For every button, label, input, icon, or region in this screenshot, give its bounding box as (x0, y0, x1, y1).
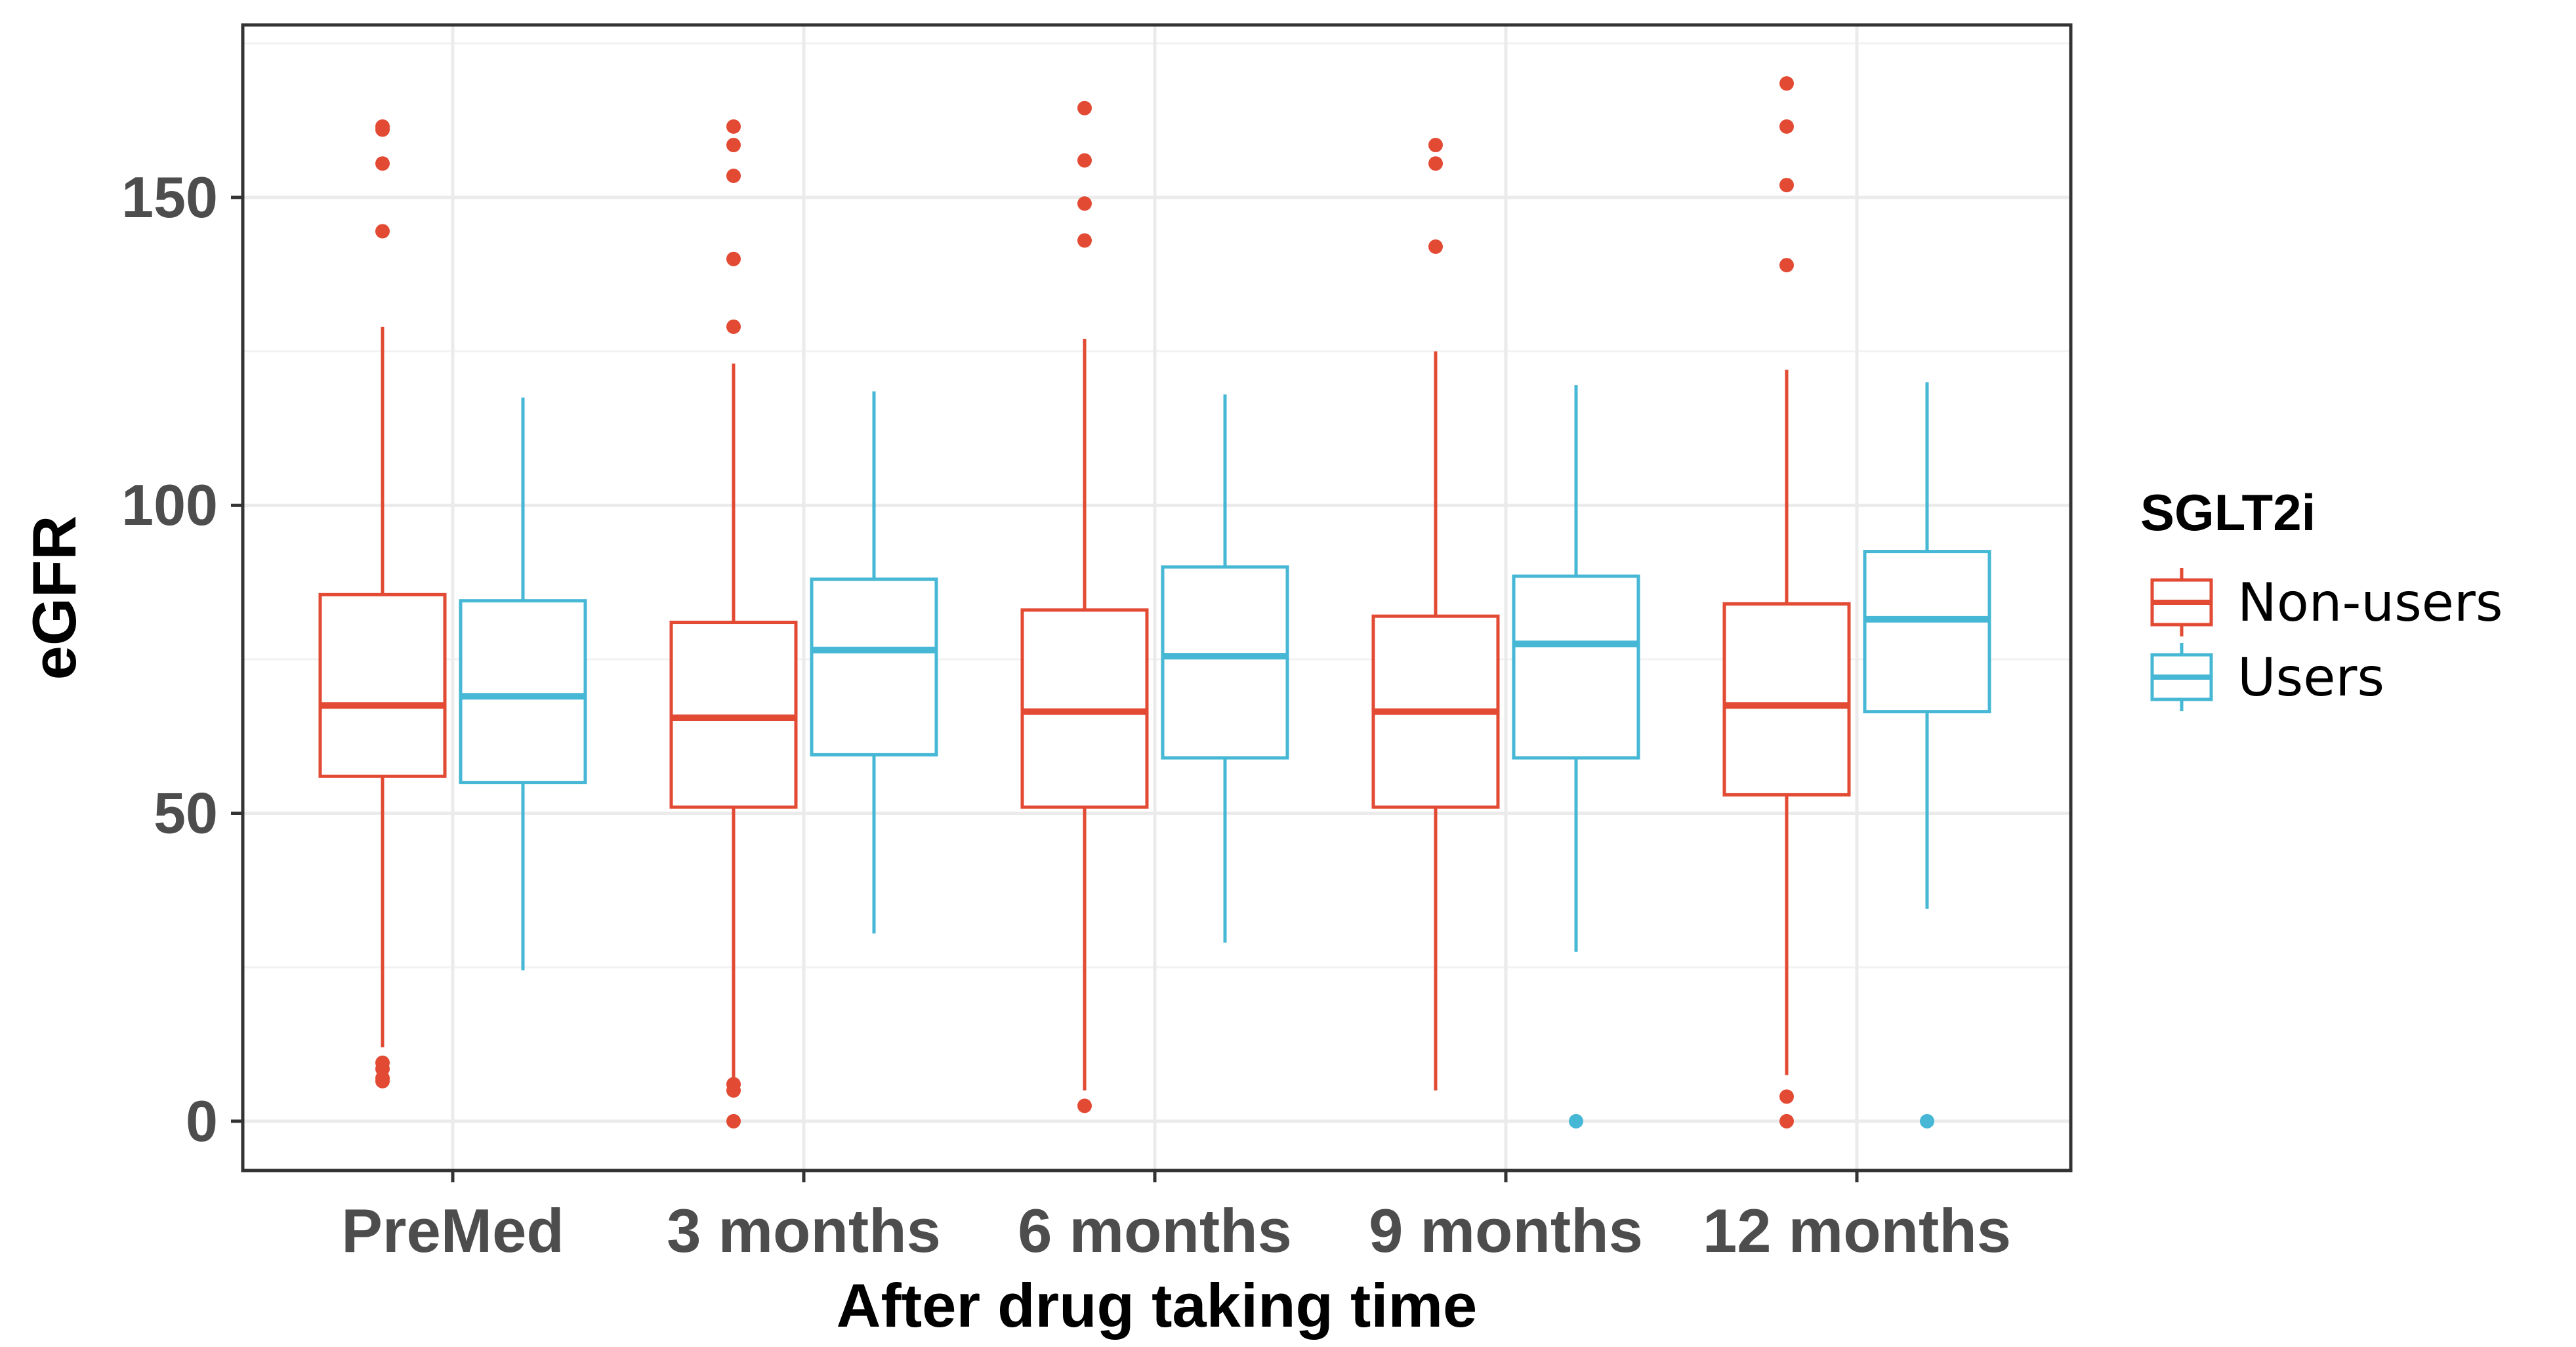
y-tick-label: 50 (154, 781, 218, 846)
outlier-point (1077, 1098, 1092, 1113)
y-tick-label: 150 (121, 165, 218, 230)
y-tick-label: 100 (121, 472, 218, 537)
box-users-3 (1512, 385, 1640, 1129)
outlier-point (375, 1073, 390, 1088)
outlier-point (1779, 178, 1794, 193)
outlier-point (726, 251, 741, 266)
outlier-point (1077, 100, 1092, 115)
box-iqr (459, 599, 587, 785)
box-iqr (810, 577, 938, 756)
axes: 0 50 100 150 PreMed 3 months 6 months 9 months 1… (121, 165, 2011, 1265)
outlier-point (375, 224, 390, 239)
legend-key-non-users (2150, 568, 2213, 636)
box-iqr (1512, 574, 1640, 760)
box-non-users-2 (1020, 100, 1149, 1113)
outlier-point (1779, 76, 1794, 91)
outlier-point (1077, 196, 1092, 211)
outlier-point (726, 138, 741, 153)
legend-key-users (2150, 643, 2213, 711)
boxplots (318, 76, 1991, 1129)
panel-border (241, 23, 2073, 1172)
outlier-point (375, 156, 390, 171)
outlier-point (726, 119, 741, 134)
outlier-point (1077, 153, 1092, 168)
legend-label: Non-users (2237, 572, 2503, 633)
x-tick-label: 3 months (667, 1196, 941, 1265)
outlier-point (1920, 1113, 1934, 1129)
outlier-point (726, 1113, 741, 1129)
y-tick-label: 0 (186, 1088, 218, 1153)
box-iqr (1161, 565, 1289, 760)
legend-label: Users (2237, 647, 2384, 708)
x-tick-label: 6 months (1018, 1196, 1292, 1265)
outlier-point (1779, 1113, 1794, 1129)
outlier-point (1428, 239, 1443, 254)
legend: SGLT2i Non-users Users (2140, 484, 2503, 711)
box-users-1 (810, 391, 938, 934)
outlier-point (1779, 258, 1794, 273)
outlier-point (726, 1083, 741, 1098)
x-tick-label: 9 months (1369, 1196, 1643, 1265)
outlier-point (1779, 1089, 1794, 1104)
outlier-point (1428, 156, 1443, 171)
outlier-point (726, 168, 741, 183)
outlier-point (1428, 138, 1443, 153)
box-iqr (318, 592, 447, 778)
box-non-users-0 (318, 119, 447, 1088)
outlier-point (726, 319, 741, 334)
x-tick-label: 12 months (1703, 1196, 2011, 1265)
box-iqr (1722, 602, 1851, 797)
box-non-users-1 (669, 119, 798, 1129)
x-tick-label: PreMed (341, 1196, 564, 1265)
box-users-2 (1161, 394, 1289, 943)
outlier-point (1077, 233, 1092, 248)
outlier-point (375, 122, 390, 137)
grid (243, 25, 2071, 1171)
legend-title: SGLT2i (2140, 484, 2316, 541)
box-users-0 (459, 397, 587, 970)
box-users-4 (1863, 382, 1991, 1129)
box-non-users-3 (1371, 138, 1500, 1090)
box-non-users-4 (1722, 76, 1851, 1129)
box-iqr (1863, 550, 1991, 714)
x-axis-title: After drug taking time (837, 1271, 1478, 1340)
y-axis-title: eGFR (20, 516, 89, 680)
outlier-point (1779, 119, 1794, 134)
outlier-point (1569, 1113, 1583, 1129)
